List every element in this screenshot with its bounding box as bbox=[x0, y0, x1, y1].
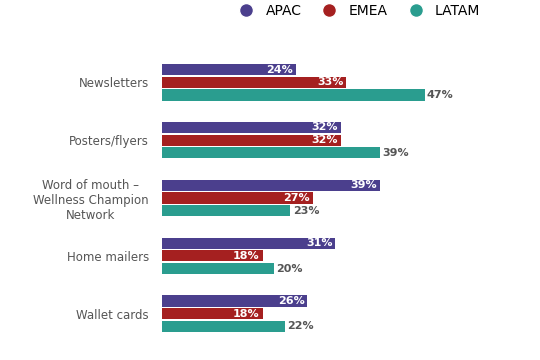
Bar bbox=[162, 238, 335, 249]
Legend: APAC, EMEA, LATAM: APAC, EMEA, LATAM bbox=[227, 0, 486, 23]
Bar bbox=[162, 205, 291, 216]
Bar bbox=[162, 122, 341, 133]
Text: 23%: 23% bbox=[293, 206, 319, 216]
Bar bbox=[162, 192, 313, 204]
Text: 33%: 33% bbox=[317, 77, 343, 87]
Text: 31%: 31% bbox=[306, 238, 333, 248]
Text: 27%: 27% bbox=[284, 193, 310, 203]
Text: 32%: 32% bbox=[312, 122, 338, 132]
Text: 18%: 18% bbox=[233, 309, 260, 319]
Bar bbox=[162, 135, 341, 146]
Bar bbox=[162, 263, 274, 274]
Text: 18%: 18% bbox=[233, 251, 260, 261]
Text: 47%: 47% bbox=[427, 90, 454, 100]
Bar bbox=[162, 296, 307, 307]
Bar bbox=[162, 250, 262, 261]
Bar bbox=[162, 308, 262, 319]
Bar bbox=[162, 77, 346, 88]
Text: 39%: 39% bbox=[350, 180, 377, 190]
Text: 24%: 24% bbox=[267, 64, 293, 75]
Bar bbox=[162, 89, 424, 100]
Text: 26%: 26% bbox=[278, 296, 305, 306]
Bar bbox=[162, 147, 380, 158]
Bar bbox=[162, 64, 296, 75]
Text: 22%: 22% bbox=[287, 321, 314, 332]
Text: 20%: 20% bbox=[276, 264, 302, 274]
Text: 39%: 39% bbox=[382, 148, 409, 158]
Bar bbox=[162, 321, 285, 332]
Text: 32%: 32% bbox=[312, 135, 338, 145]
Bar bbox=[162, 180, 380, 191]
